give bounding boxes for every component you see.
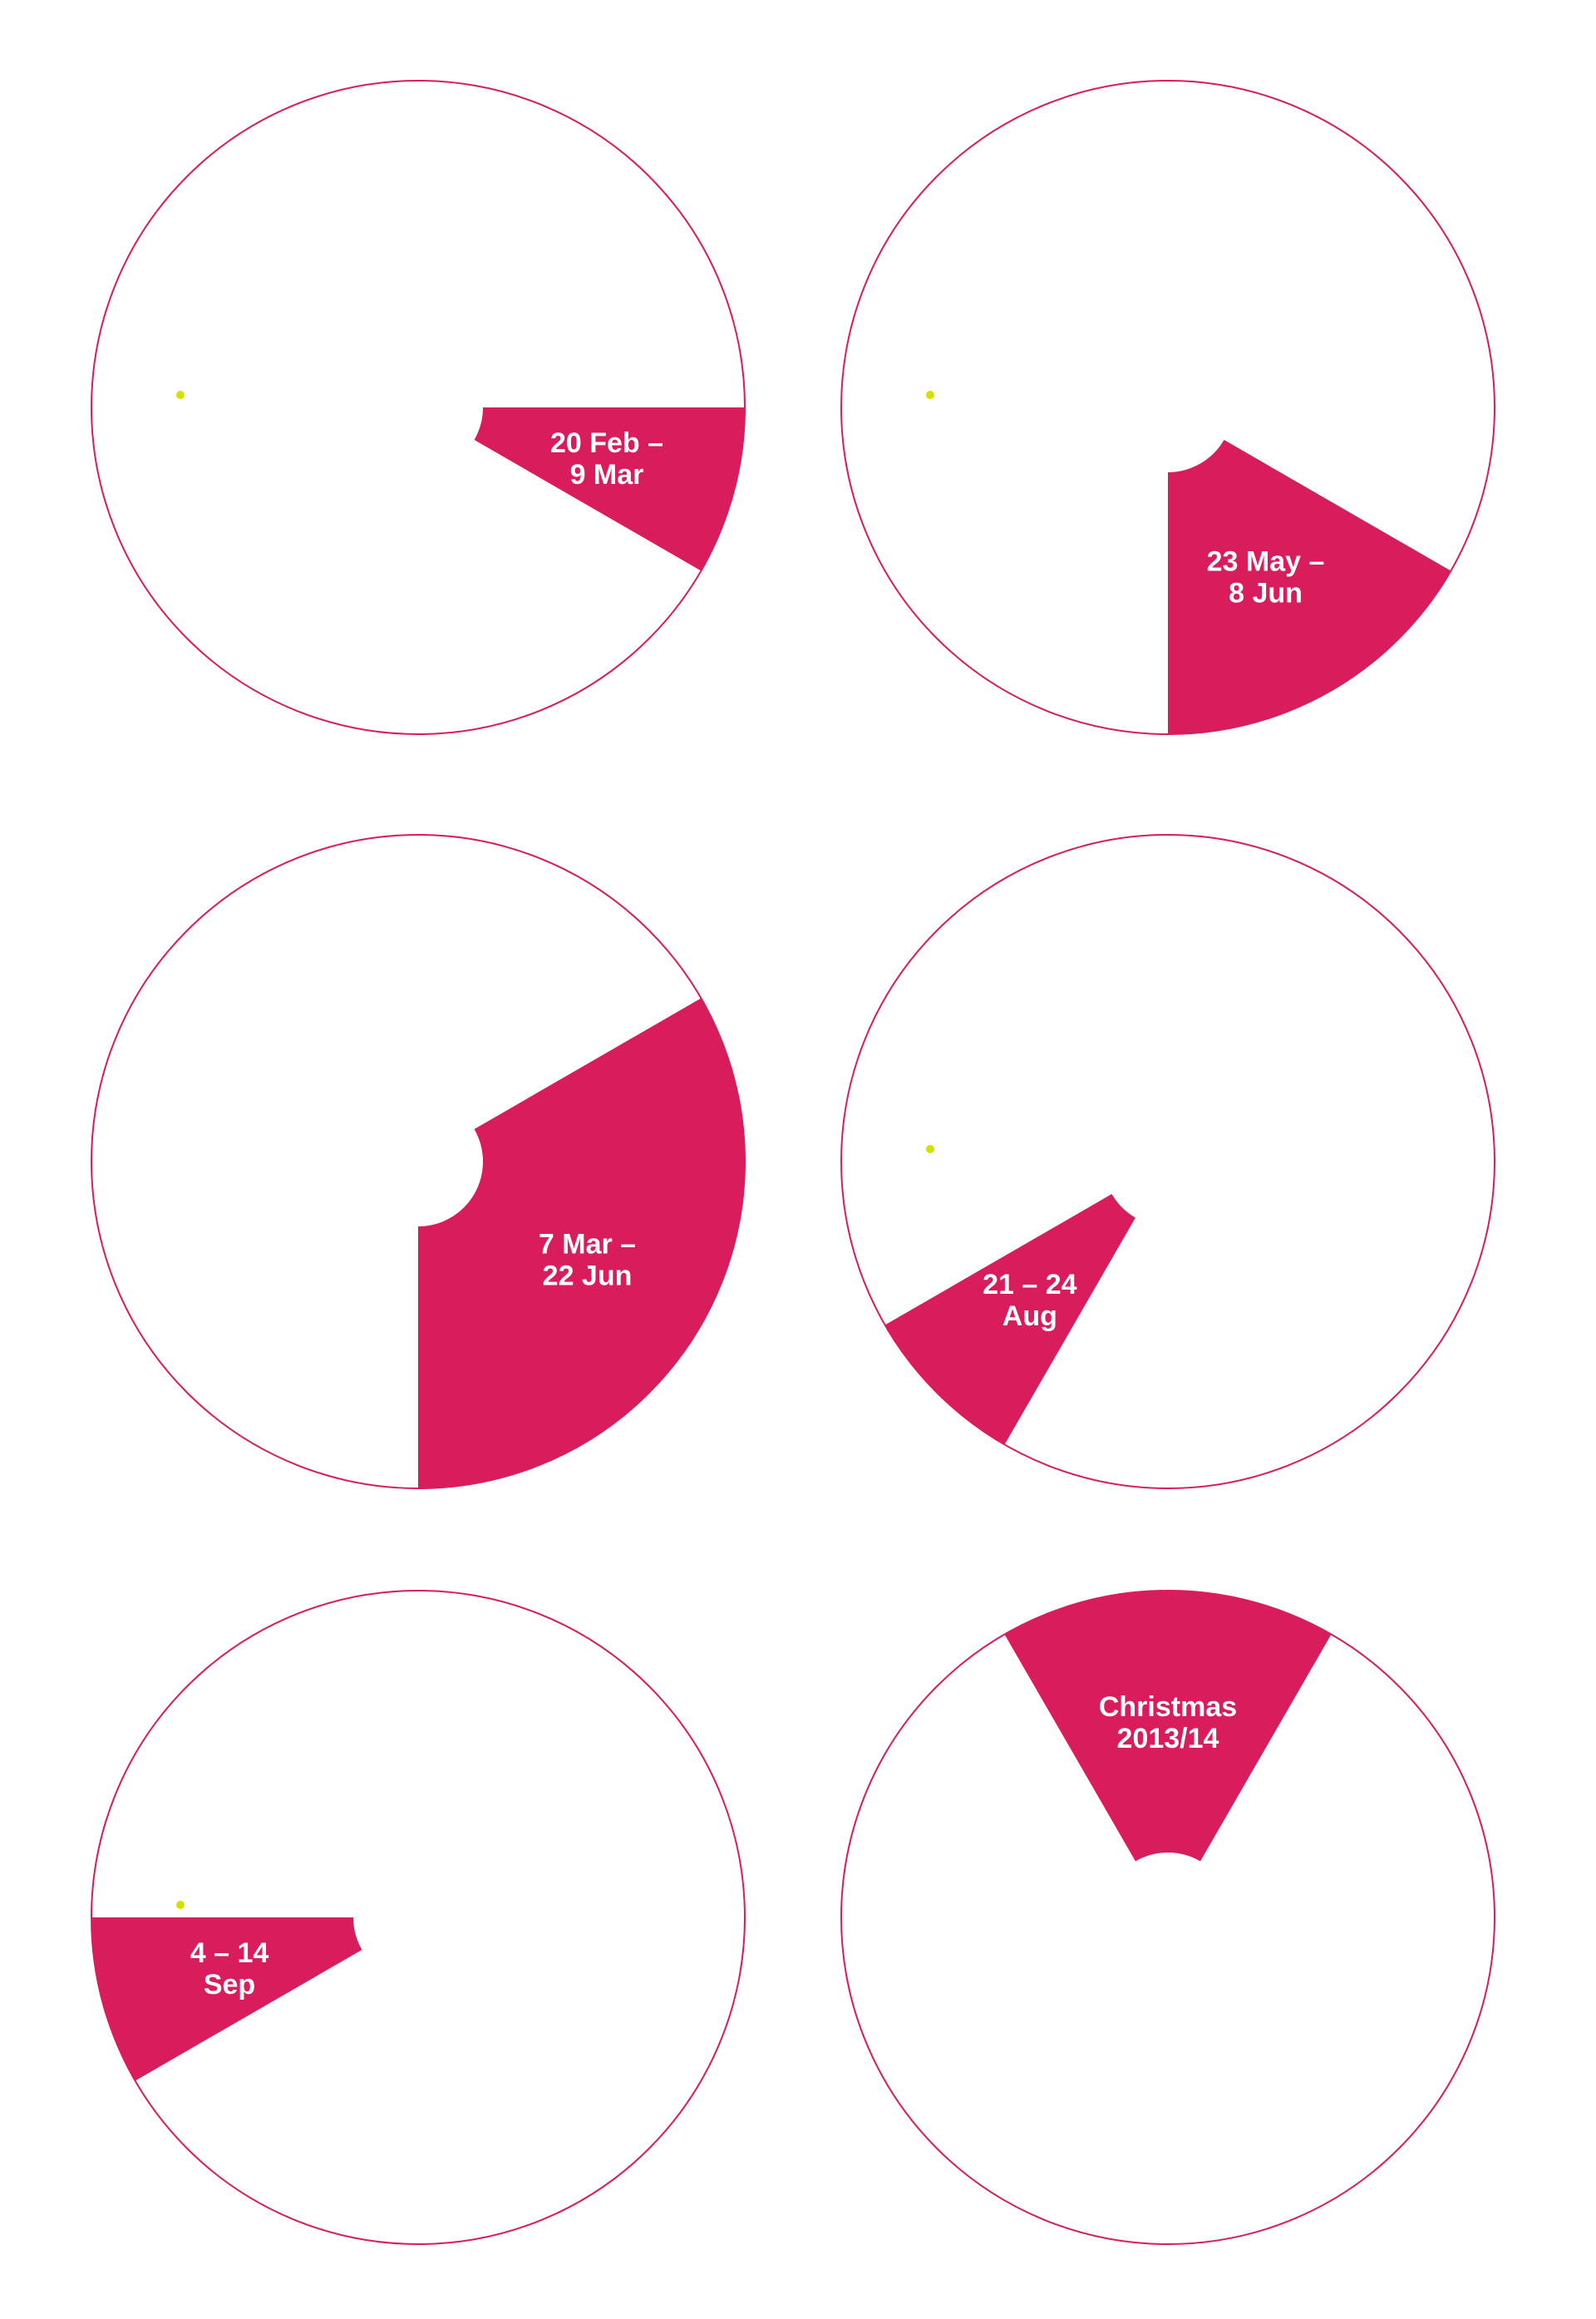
period-label: 23 May –8 Jun	[1207, 546, 1325, 609]
wheel-5: 4 – 14 Sep	[91, 1590, 746, 2245]
wheel-1: 20 Feb –9 Mar	[91, 80, 746, 735]
period-sector	[884, 1194, 1135, 1445]
period-label-line: 22 Jun	[543, 1261, 633, 1292]
period-label: 20 Feb –9 Mar	[550, 427, 663, 491]
period-label: 4 – 14 Sep	[190, 1937, 269, 2001]
period-label-line: 21 – 24	[983, 1269, 1077, 1300]
wheel-4: 21 – 24 Aug	[840, 834, 1495, 1489]
marker-dot	[926, 391, 934, 399]
period-label: 7 Mar –22 Jun	[539, 1229, 636, 1292]
marker-dot	[176, 391, 185, 399]
period-label-line: Christmas	[1099, 1691, 1237, 1723]
period-label-line: 2013/14	[1117, 1723, 1219, 1754]
period-label-line: Aug	[1002, 1300, 1057, 1332]
period-label-line: 4 – 14	[190, 1937, 269, 1969]
period-label-line: 7 Mar –	[539, 1229, 636, 1261]
period-sector	[474, 407, 745, 571]
period-label: 21 – 24 Aug	[983, 1269, 1077, 1332]
period-label-line: 23 May –	[1207, 546, 1325, 578]
marker-dot	[926, 1145, 934, 1153]
period-label: Christmas 2013/14	[1099, 1691, 1237, 1754]
wheel-outline	[840, 834, 1495, 1489]
period-label-line: 20 Feb –	[550, 427, 663, 459]
period-sector	[91, 1917, 362, 2081]
wheel-6: Christmas 2013/14	[840, 1590, 1495, 2245]
period-label-line: 8 Jun	[1229, 578, 1303, 609]
period-label-line: 9 Mar	[570, 459, 644, 491]
wheel-2: 23 May –8 Jun	[840, 80, 1495, 735]
period-sector	[1168, 440, 1451, 734]
wheel-3: 7 Mar –22 Jun	[91, 834, 746, 1489]
period-label-line: Sep	[204, 1969, 255, 2001]
period-sector	[418, 998, 745, 1488]
marker-dot	[176, 1901, 185, 1909]
period-sector	[1004, 1590, 1332, 1862]
